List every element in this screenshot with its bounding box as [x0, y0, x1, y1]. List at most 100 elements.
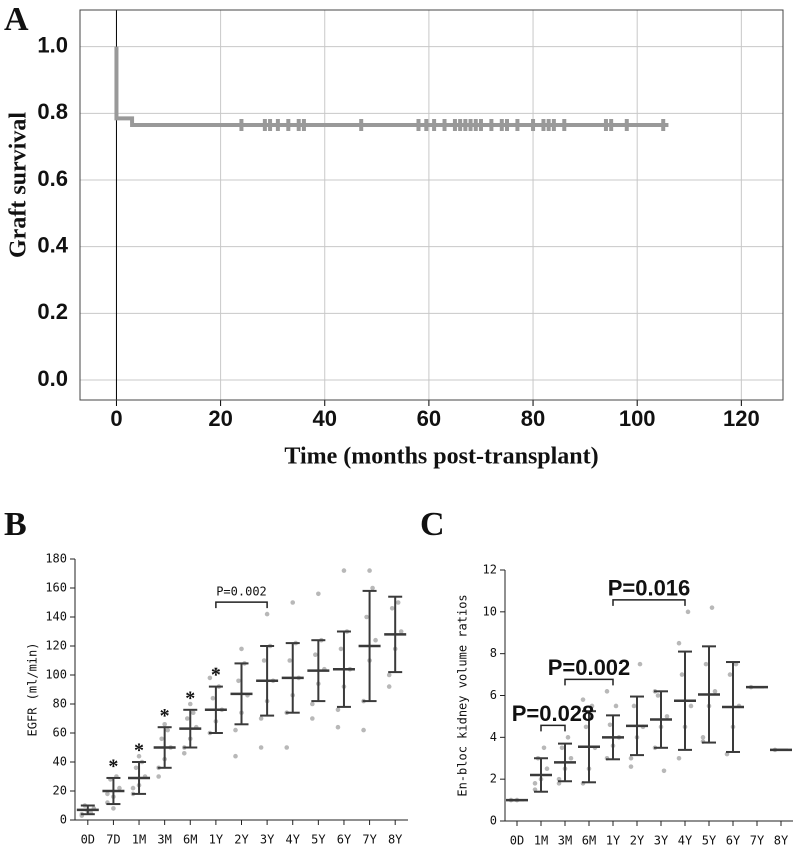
data-point — [264, 611, 270, 617]
data-point — [258, 716, 264, 721]
data-point — [367, 568, 372, 573]
y-tick-label: 160 — [45, 581, 67, 595]
panel-letter: C — [420, 506, 445, 543]
data-point — [628, 755, 634, 761]
data-point — [386, 672, 392, 678]
data-point — [310, 716, 315, 721]
data-point — [287, 658, 293, 663]
y-tick-label: 0 — [60, 813, 67, 827]
data-point — [661, 768, 667, 774]
y-axis-label: EGFR (ml/min) — [26, 643, 40, 737]
data-point — [688, 703, 694, 709]
data-point — [395, 600, 401, 605]
y-tick-label: 100 — [45, 668, 67, 682]
data-point — [207, 675, 213, 681]
data-point — [544, 766, 550, 772]
data-point — [386, 684, 392, 689]
comparison-bracket — [215, 601, 268, 609]
data-point — [284, 745, 290, 750]
x-tick-label: 80 — [521, 406, 545, 431]
y-tick-label: 0 — [490, 814, 497, 828]
comparison-label: P=0.016 — [608, 576, 691, 601]
y-tick-label: 0.0 — [37, 366, 68, 391]
data-point — [565, 735, 571, 740]
x-tick-label: 7D — [106, 833, 120, 847]
y-tick-label: 8 — [490, 646, 497, 660]
data-point — [589, 703, 595, 709]
x-tick-label: 100 — [619, 406, 656, 431]
y-tick-label: 0.4 — [37, 232, 68, 257]
data-point — [233, 753, 238, 759]
data-point — [583, 724, 589, 730]
data-point — [181, 751, 187, 756]
data-point — [117, 785, 122, 791]
data-point — [159, 736, 164, 742]
x-tick-label: 0 — [110, 406, 122, 431]
y-tick-label: 60 — [53, 726, 67, 740]
data-point — [628, 764, 634, 769]
x-tick-label: 1M — [534, 834, 548, 848]
data-point — [133, 765, 139, 771]
y-tick-label: 0.8 — [37, 99, 68, 124]
data-point — [613, 703, 619, 709]
x-tick-label: 2Y — [630, 834, 645, 848]
data-point — [335, 724, 341, 730]
data-point — [338, 646, 344, 652]
x-tick-label: 6Y — [337, 833, 352, 847]
panel-letter: B — [4, 506, 27, 543]
data-point — [389, 606, 395, 611]
y-tick-label: 12 — [483, 563, 497, 577]
x-tick-label: 7Y — [750, 834, 765, 848]
data-point — [604, 689, 610, 694]
data-point — [398, 629, 404, 634]
y-tick-label: 6 — [490, 688, 497, 702]
x-tick-label: 1Y — [606, 834, 621, 848]
data-point — [703, 661, 709, 667]
data-point — [631, 703, 637, 709]
data-point — [712, 689, 718, 694]
x-tick-label: 1Y — [209, 833, 224, 847]
x-tick-label: 120 — [723, 406, 760, 431]
y-tick-label: 1.0 — [37, 32, 68, 57]
x-tick-label: 5Y — [702, 834, 717, 848]
data-point — [130, 785, 136, 791]
y-tick-label: 120 — [45, 639, 67, 653]
data-point — [165, 727, 170, 733]
x-axis-label: Time (months post-transplant) — [284, 444, 598, 470]
data-point — [361, 727, 366, 733]
data-point — [341, 568, 347, 573]
data-point — [310, 701, 315, 707]
panel-letter: A — [4, 1, 29, 38]
x-tick-label: 4Y — [286, 833, 301, 847]
data-point — [105, 791, 110, 797]
data-point — [655, 693, 661, 698]
significance-mark: * — [134, 740, 144, 762]
data-point — [261, 658, 267, 663]
data-point — [364, 614, 369, 620]
comparison-label: P=0.002 — [216, 585, 267, 599]
data-point — [187, 701, 193, 707]
data-point — [313, 652, 318, 657]
comparison-bracket — [540, 724, 566, 732]
significance-mark: * — [108, 756, 118, 778]
x-tick-label: 6M — [582, 834, 596, 848]
comparison-label: P=0.028 — [512, 701, 595, 726]
data-point — [532, 781, 538, 786]
survival-line — [114, 46, 669, 127]
x-tick-label: 6Y — [726, 834, 741, 848]
comparison-bracket — [612, 599, 686, 606]
x-tick-label: 60 — [417, 406, 441, 431]
data-point — [111, 806, 116, 811]
x-tick-label: 0D — [81, 833, 95, 847]
data-point — [580, 697, 586, 702]
significance-mark: * — [160, 705, 170, 727]
y-tick-label: 2 — [490, 772, 497, 786]
data-point — [290, 600, 296, 605]
x-tick-label: 4Y — [678, 834, 693, 848]
x-tick-label: 2Y — [234, 833, 249, 847]
x-tick-label: 6M — [183, 833, 197, 847]
x-tick-label: 8Y — [774, 834, 789, 848]
x-tick-label: 3Y — [260, 833, 275, 847]
x-tick-label: 7Y — [362, 833, 377, 847]
data-point — [541, 745, 547, 751]
